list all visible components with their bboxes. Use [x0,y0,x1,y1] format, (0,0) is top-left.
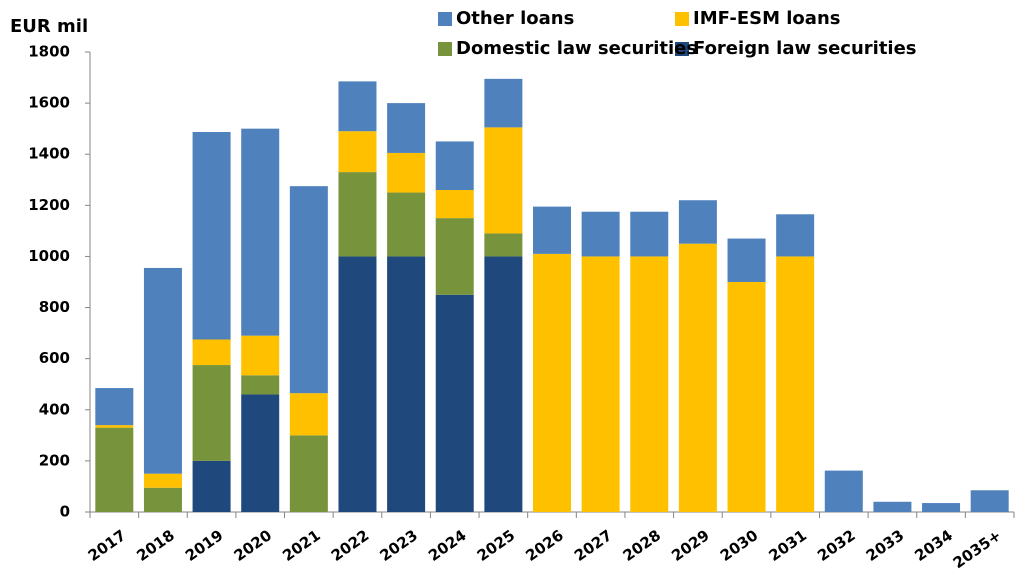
legend-swatch [438,12,452,26]
bar-segment [289,393,328,436]
bar-segment [630,256,669,512]
bar-segment [727,238,766,282]
bar-segment [338,131,377,173]
y-axis-label: EUR mil [10,16,88,37]
legend-swatch [675,42,689,56]
bar-segment [630,211,669,257]
bar-segment [289,435,328,512]
legend-label: Foreign law securities [693,38,917,59]
x-tick-label: 2019 [182,526,227,565]
x-tick-label: 2026 [522,526,567,565]
bar-segment [95,425,134,428]
bar-segment [484,256,523,512]
bar-segment [824,470,863,512]
bar-segment [776,256,815,512]
bar-segment [387,103,426,153]
bar-segment [776,214,815,257]
bar-segment [387,256,426,512]
x-tick-label: 2033 [863,526,908,565]
bar-segment [338,172,377,257]
bar-segment [241,128,280,336]
y-tick-label: 1200 [28,196,70,214]
bar-segment [484,127,523,234]
bar-segment [192,460,231,512]
y-tick-label: 0 [60,503,70,521]
bar-segment [435,141,474,190]
x-tick-label: 2029 [668,526,713,565]
bar-segment [435,190,474,219]
legend-label: IMF-ESM loans [693,8,840,29]
x-tick-label: 2034 [911,526,956,565]
x-tick-label: 2028 [620,526,665,565]
x-tick-label: 2021 [279,526,324,565]
y-tick-label: 1000 [28,247,70,265]
y-tick-label: 800 [39,298,70,316]
y-tick-label: 1400 [28,145,70,163]
x-tick-label: 2035+ [950,526,1005,572]
legend-label: Other loans [456,8,574,29]
legend-label: Domestic law securities [456,38,697,59]
x-tick-label: 2018 [133,526,178,565]
bar-segment [435,294,474,512]
x-tick-label: 2027 [571,526,616,565]
bar-segment [387,152,426,193]
bar-segment [95,388,134,426]
bar-segment [241,394,280,512]
bar-segment [143,267,182,474]
bar-segment [970,490,1009,512]
bar-segment [727,282,766,512]
bar-segment [338,81,377,132]
x-tick-label: 2031 [766,526,811,565]
bar-segment [484,233,523,257]
y-tick-label: 1800 [28,43,70,61]
bar-segment [143,473,182,488]
y-tick-label: 200 [39,451,70,469]
x-tick-label: 2017 [85,526,130,565]
x-tick-label: 2025 [474,526,519,565]
bar-segment [484,78,523,128]
x-tick-label: 2032 [814,526,859,565]
bar-segment [581,256,620,512]
bar-segment [678,200,717,244]
bar-segment [143,487,182,512]
bar-segment [922,503,961,512]
bar-segment [95,427,134,512]
legend-swatch [438,42,452,56]
x-tick-label: 2024 [425,526,470,565]
y-tick-label: 400 [39,400,70,418]
y-tick-label: 1600 [28,94,70,112]
bar-segment [678,243,717,512]
bar-segment [581,211,620,257]
y-tick-label: 600 [39,349,70,367]
bar-segment [289,186,328,394]
x-tick-label: 2020 [231,526,276,565]
bar-segment [338,256,377,512]
bar-segment [192,131,231,340]
bar-segment [435,218,474,295]
bar-segment [873,501,912,512]
bar-segment [387,192,426,257]
bar-segment [241,335,280,376]
bar-segment [533,206,571,254]
legend-swatch [675,12,689,26]
bar-segment [241,375,280,395]
bar-segment [192,339,231,366]
x-tick-label: 2023 [376,526,421,565]
x-tick-label: 2022 [328,526,373,565]
x-tick-label: 2030 [717,526,762,565]
bar-segment [192,365,231,461]
bar-segment [533,253,571,512]
